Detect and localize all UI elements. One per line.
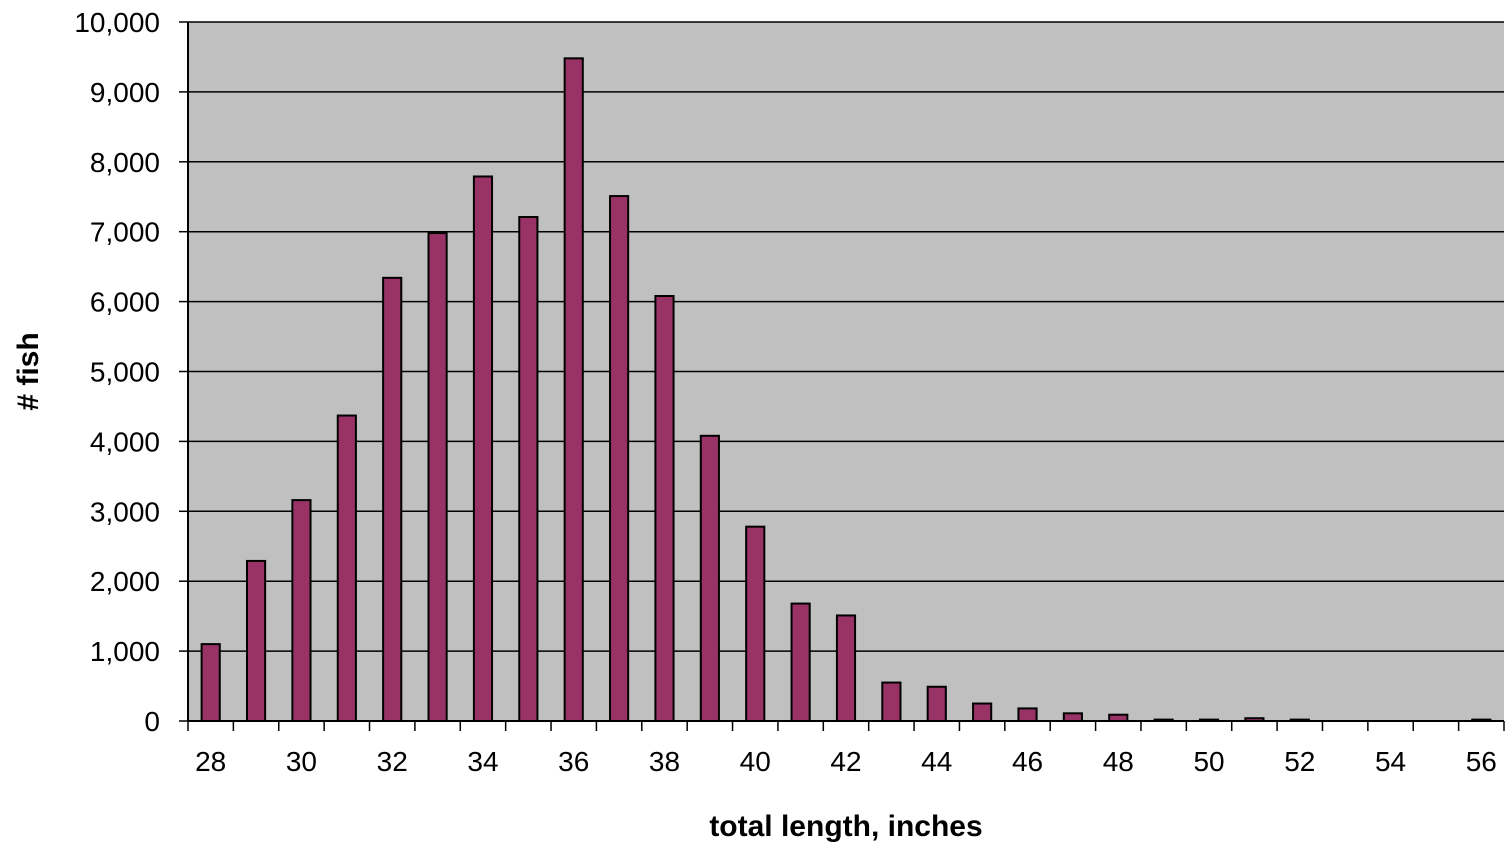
bar [1017, 707, 1038, 723]
tick-labels: 0 1,000 2,000 3,000 4,000 5,000 6,000 7,000 8,00… [74, 7, 1497, 777]
bar [1062, 712, 1083, 722]
y-tick-label: 8,000 [90, 147, 160, 178]
x-tick-label: 34 [467, 746, 498, 777]
x-tick-label: 56 [1466, 746, 1497, 777]
axes [179, 21, 1505, 731]
bar [972, 702, 993, 723]
gridlines [188, 21, 1504, 652]
x-tick-label: 42 [830, 746, 861, 777]
x-tick-label: 32 [377, 746, 408, 777]
bar [654, 295, 675, 722]
bars [200, 57, 1492, 723]
x-tick-label: 38 [649, 746, 680, 777]
bar [427, 232, 448, 723]
bar [518, 216, 539, 722]
x-tick-label: 36 [558, 746, 589, 777]
y-tick-label: 3,000 [90, 496, 160, 527]
bar [245, 559, 267, 723]
bar [609, 195, 630, 722]
x-tick-label: 30 [286, 746, 317, 777]
x-tick-label: 28 [195, 746, 226, 777]
x-tick-label: 40 [740, 746, 771, 777]
bar [699, 434, 720, 722]
y-tick-label: 10,000 [74, 7, 160, 38]
x-tick-label: 46 [1012, 746, 1043, 777]
y-axis-title: # fish [12, 332, 45, 410]
bar [200, 643, 221, 722]
y-tick-label: 5,000 [90, 357, 160, 388]
x-axis-title: total length, inches [709, 810, 982, 843]
x-tick-label: 52 [1284, 746, 1315, 777]
y-tick-label: 6,000 [90, 287, 160, 318]
x-tick-label: 54 [1375, 746, 1406, 777]
bar [382, 276, 403, 722]
x-tick-label: 50 [1193, 746, 1224, 777]
x-tick-label: 44 [921, 746, 952, 777]
y-tick-label: 0 [144, 706, 160, 737]
y-tick-label: 2,000 [90, 566, 160, 597]
y-tick-label: 9,000 [90, 77, 160, 108]
x-tick-label: 48 [1103, 746, 1134, 777]
bar [790, 602, 811, 722]
bar [291, 499, 312, 722]
y-tick-label: 1,000 [90, 636, 160, 667]
bar [336, 414, 357, 722]
bar [926, 685, 947, 723]
bar [835, 614, 857, 722]
bar [563, 57, 584, 722]
bar [745, 525, 766, 722]
y-tick-label: 4,000 [90, 426, 160, 457]
bar [472, 175, 494, 722]
y-tick-label: 7,000 [90, 217, 160, 248]
bar [881, 681, 902, 722]
